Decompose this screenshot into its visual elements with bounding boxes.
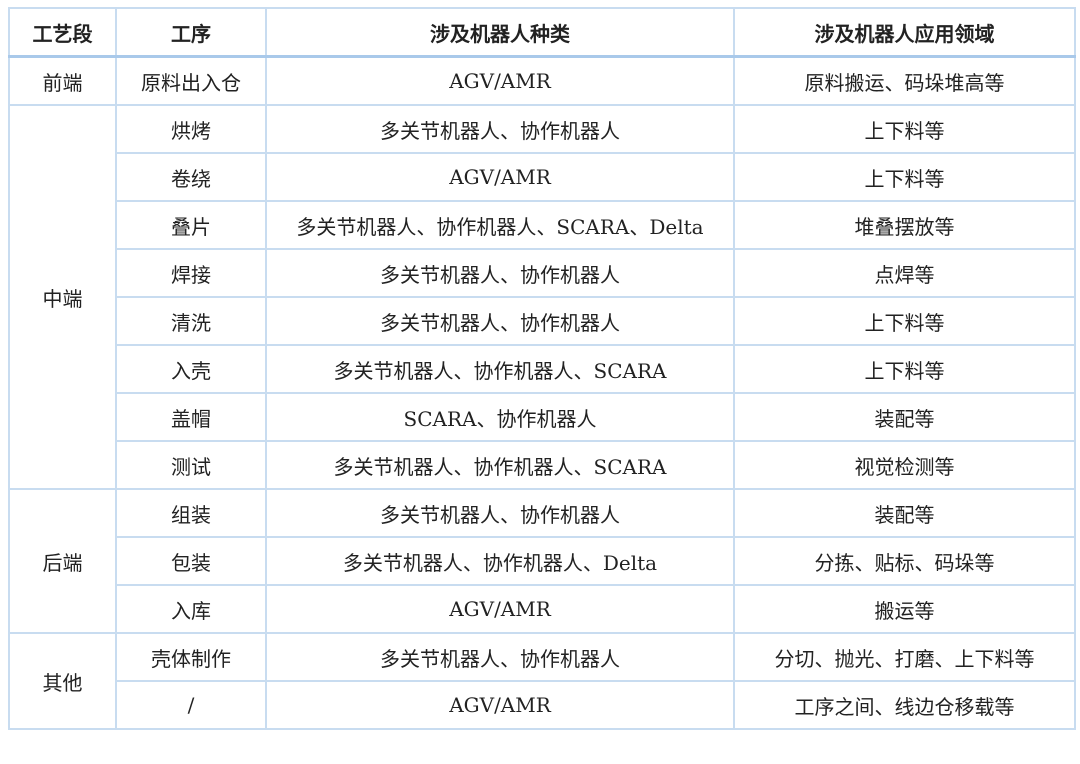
table-row: 后端 组装 多关节机器人、协作机器人 装配等 <box>8 488 1076 634</box>
header-robot-types: 涉及机器人种类 <box>265 7 735 58</box>
process-cell: 卷绕 <box>115 152 267 202</box>
application-cell: 上下料等 <box>733 344 1076 394</box>
table-row: 中端 烘烤 多关节机器人、协作机器人 上下料等 <box>8 104 1076 490</box>
stage-cell: 前端 <box>8 55 117 106</box>
robot-types-cell: 多关节机器人、协作机器人 <box>265 488 735 538</box>
robot-types-cell: 多关节机器人、协作机器人 <box>265 104 735 154</box>
process-cell: 壳体制作 <box>115 632 267 682</box>
application-cell: 视觉检测等 <box>733 440 1076 490</box>
application-cell: 搬运等 <box>733 584 1076 634</box>
robot-types-cell: AGV/AMR <box>265 152 735 202</box>
robot-types-cell: 多关节机器人、协作机器人 <box>265 296 735 346</box>
robot-types-cell: AGV/AMR <box>265 584 735 634</box>
table-row: 盖帽 SCARA、协作机器人 装配等 <box>9 392 1076 442</box>
stage-cell: 中端 <box>8 104 117 490</box>
application-cell: 装配等 <box>733 488 1076 538</box>
table-row: 前端 原料出入仓 AGV/AMR 原料搬运、码垛堆高等 <box>8 55 1076 106</box>
process-cell: 叠片 <box>115 200 267 250</box>
table-row: 叠片 多关节机器人、协作机器人、SCARA、Delta 堆叠摆放等 <box>9 200 1076 250</box>
process-cell: 烘烤 <box>115 104 267 154</box>
table-row: 入库 AGV/AMR 搬运等 <box>9 584 1076 634</box>
robot-types-cell: 多关节机器人、协作机器人、SCARA、Delta <box>265 200 735 250</box>
robot-application-table: 工艺段 工序 涉及机器人种类 涉及机器人应用领域 前端 原料出入仓 AGV/AMR 原… <box>8 7 1076 730</box>
application-cell: 工序之间、线边仓移载等 <box>733 680 1076 730</box>
application-cell: 装配等 <box>733 392 1076 442</box>
process-cell: 组装 <box>115 488 267 538</box>
header-row: 工艺段 工序 涉及机器人种类 涉及机器人应用领域 <box>8 7 1076 58</box>
stage-cell: 后端 <box>8 488 117 634</box>
robot-types-cell: AGV/AMR <box>265 680 735 730</box>
application-cell: 上下料等 <box>733 152 1076 202</box>
robot-types-cell: AGV/AMR <box>265 55 735 106</box>
process-cell: 焊接 <box>115 248 267 298</box>
robot-types-cell: SCARA、协作机器人 <box>265 392 735 442</box>
process-cell: 入壳 <box>115 344 267 394</box>
application-cell: 堆叠摆放等 <box>733 200 1076 250</box>
application-cell: 分切、抛光、打磨、上下料等 <box>733 632 1076 682</box>
robot-types-cell: 多关节机器人、协作机器人 <box>265 248 735 298</box>
header-process: 工序 <box>115 7 267 58</box>
header-stage: 工艺段 <box>8 7 117 58</box>
table-row: / AGV/AMR 工序之间、线边仓移载等 <box>9 680 1076 730</box>
table-row: 入壳 多关节机器人、协作机器人、SCARA 上下料等 <box>9 344 1076 394</box>
application-cell: 点焊等 <box>733 248 1076 298</box>
table-row: 焊接 多关节机器人、协作机器人 点焊等 <box>9 248 1076 298</box>
robot-types-cell: 多关节机器人、协作机器人 <box>265 632 735 682</box>
table-row: 其他 壳体制作 多关节机器人、协作机器人 分切、抛光、打磨、上下料等 <box>8 632 1076 730</box>
application-cell: 分拣、贴标、码垛等 <box>733 536 1076 586</box>
process-cell: 盖帽 <box>115 392 267 442</box>
application-cell: 原料搬运、码垛堆高等 <box>733 55 1076 106</box>
robot-types-cell: 多关节机器人、协作机器人、SCARA <box>265 344 735 394</box>
process-cell: 入库 <box>115 584 267 634</box>
table-row: 测试 多关节机器人、协作机器人、SCARA 视觉检测等 <box>9 440 1076 490</box>
process-cell: 包装 <box>115 536 267 586</box>
robot-types-cell: 多关节机器人、协作机器人、SCARA <box>265 440 735 490</box>
header-application: 涉及机器人应用领域 <box>733 7 1076 58</box>
table-row: 包装 多关节机器人、协作机器人、Delta 分拣、贴标、码垛等 <box>9 536 1076 586</box>
stage-cell: 其他 <box>8 632 117 730</box>
robot-types-cell: 多关节机器人、协作机器人、Delta <box>265 536 735 586</box>
table-row: 清洗 多关节机器人、协作机器人 上下料等 <box>9 296 1076 346</box>
process-cell: 原料出入仓 <box>115 55 267 106</box>
process-cell: 清洗 <box>115 296 267 346</box>
process-cell: / <box>115 680 267 730</box>
application-cell: 上下料等 <box>733 296 1076 346</box>
application-cell: 上下料等 <box>733 104 1076 154</box>
process-cell: 测试 <box>115 440 267 490</box>
table-row: 卷绕 AGV/AMR 上下料等 <box>9 152 1076 202</box>
